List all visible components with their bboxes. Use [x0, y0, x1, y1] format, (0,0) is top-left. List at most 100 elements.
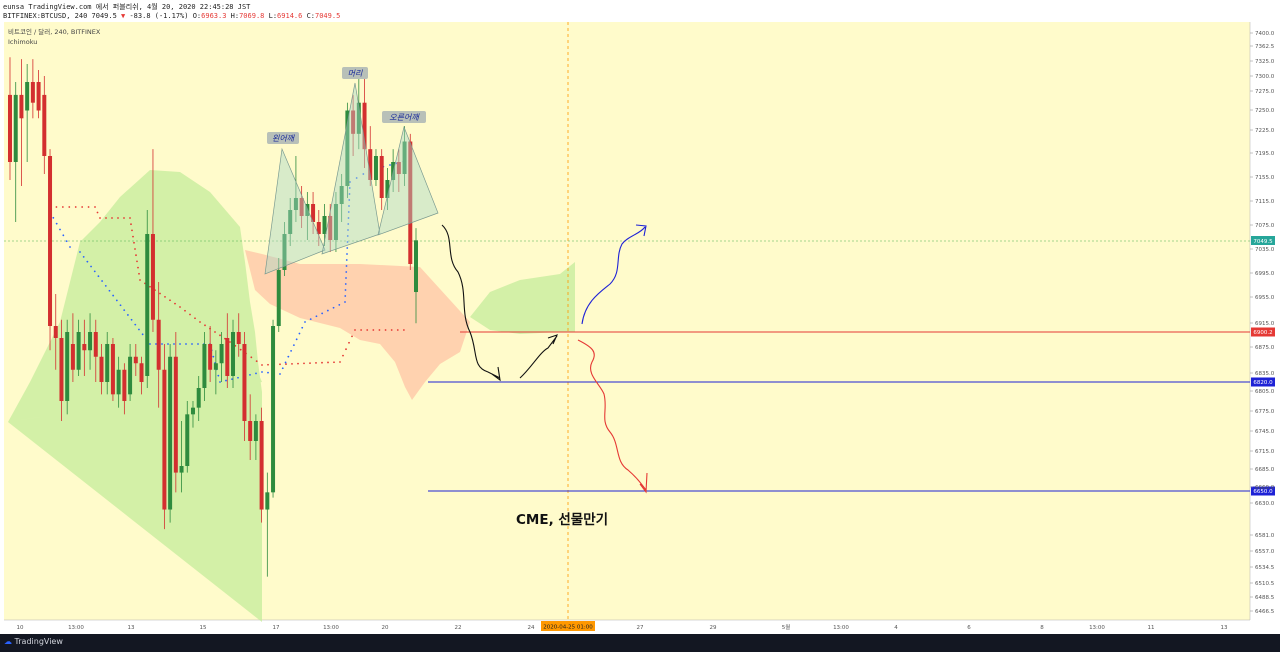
y-tick-label: 7155.0	[1255, 175, 1275, 181]
conversion-line-dot	[59, 228, 61, 231]
candle	[379, 149, 384, 210]
base-line-dot	[138, 272, 140, 275]
x-tick-label: 10	[17, 625, 24, 631]
candle-body	[36, 82, 41, 111]
conversion-line-dot	[90, 265, 92, 268]
candle	[133, 344, 138, 376]
y-tick-label: 7275.0	[1255, 89, 1275, 95]
candle	[316, 210, 321, 246]
conversion-line-dot	[179, 343, 181, 345]
conversion-line-dot	[97, 275, 100, 278]
black-drawn-path	[441, 224, 559, 382]
candle-body	[82, 344, 87, 351]
base-line-dot	[164, 295, 166, 298]
conversion-line-dot	[155, 343, 157, 345]
conversion-line-dot	[315, 315, 318, 318]
base-line-dot	[132, 235, 134, 238]
conversion-line-dot	[138, 328, 140, 331]
base-line-dot	[194, 317, 196, 320]
x-tick-label: 13:00	[68, 625, 84, 631]
base-line-dot	[94, 206, 96, 208]
conversion-line-dot	[338, 303, 341, 306]
candle-body	[128, 356, 133, 395]
candle-body	[42, 94, 47, 156]
candle-body	[208, 344, 213, 370]
level-price-text: 6650.0	[1253, 489, 1273, 495]
conversion-line-dot	[161, 343, 163, 345]
candle	[385, 168, 390, 210]
base-line-dot	[184, 309, 186, 312]
tradingview-logo[interactable]: ☁ TradingView	[4, 637, 63, 646]
conversion-line-dot	[69, 246, 71, 248]
base-line-dot	[130, 223, 132, 226]
base-line-dot	[137, 266, 139, 269]
y-tick-label: 6835.0	[1255, 371, 1275, 377]
candle-body	[59, 338, 64, 401]
conversion-line-dot	[345, 265, 348, 267]
y-tick-label: 6875.0	[1255, 345, 1275, 351]
conversion-line-dot	[126, 314, 129, 316]
ichimoku-lines	[49, 160, 405, 383]
base-line-dot	[327, 361, 329, 364]
candle	[25, 64, 30, 162]
x-tick-label: 6	[967, 625, 971, 631]
candle	[271, 319, 276, 498]
candle-body	[408, 141, 413, 264]
candle-body	[48, 156, 53, 326]
kumo-orange	[245, 250, 470, 400]
candle	[128, 344, 133, 401]
base-line-dot	[105, 217, 107, 219]
price-chart[interactable]: 비트코인 / 달러, 240, BITFINEX Ichimoku 6900.2…	[0, 22, 1280, 634]
right-shoulder-shape	[377, 125, 439, 236]
candle	[225, 313, 230, 388]
base-line-dot	[342, 354, 344, 357]
conversion-line-dot	[345, 259, 348, 261]
candle	[173, 332, 178, 493]
candle	[190, 401, 195, 428]
base-line-dot	[61, 206, 64, 208]
y-tick-label: 6557.0	[1255, 549, 1275, 555]
x-tick-label: 24	[528, 625, 535, 631]
base-line-dot	[117, 217, 119, 219]
blue-drawn-path	[581, 224, 647, 325]
conversion-line-dot	[389, 164, 391, 166]
conversion-line-dot	[284, 361, 287, 364]
y-tick-label: 7362.5	[1255, 44, 1275, 50]
y-tick-label: 7195.0	[1255, 151, 1275, 157]
x-tick-label: 29	[710, 625, 717, 631]
conversion-line-dot	[344, 289, 347, 291]
y-tick-label: 6775.0	[1255, 409, 1275, 415]
base-line-dot	[267, 363, 269, 366]
candle-body	[25, 82, 30, 111]
y-tick-label: 6466.5	[1255, 609, 1275, 615]
candle-body	[65, 332, 70, 401]
x-tick-label: 22	[455, 625, 462, 631]
candle	[299, 186, 304, 228]
candle-body	[293, 198, 298, 210]
candle-body	[202, 344, 207, 388]
base-line-dot	[74, 206, 77, 208]
candle	[116, 356, 121, 408]
candle-body	[345, 110, 350, 186]
base-line-dot	[390, 329, 393, 331]
candle-body	[402, 141, 407, 174]
conversion-line-dot	[292, 344, 295, 347]
candle	[150, 149, 155, 332]
candle-body	[373, 156, 378, 180]
y-tick-label: 6630.0	[1255, 501, 1275, 507]
reference-lines	[4, 22, 1250, 620]
conversion-line-dot	[79, 251, 81, 253]
base-line-dot	[174, 302, 176, 305]
base-line-dot	[129, 217, 131, 219]
candle	[65, 319, 70, 415]
candle-body	[13, 94, 18, 162]
candle	[396, 149, 401, 192]
base-line-dot	[189, 313, 191, 316]
footer-bar: ☁ TradingView	[0, 634, 1280, 652]
base-line-dot	[354, 329, 356, 331]
conversion-line-dot	[348, 193, 351, 195]
kumo-green-2	[470, 262, 575, 334]
candle	[293, 156, 298, 222]
y-tick-label: 6534.5	[1255, 565, 1275, 571]
candle-body	[362, 102, 367, 150]
